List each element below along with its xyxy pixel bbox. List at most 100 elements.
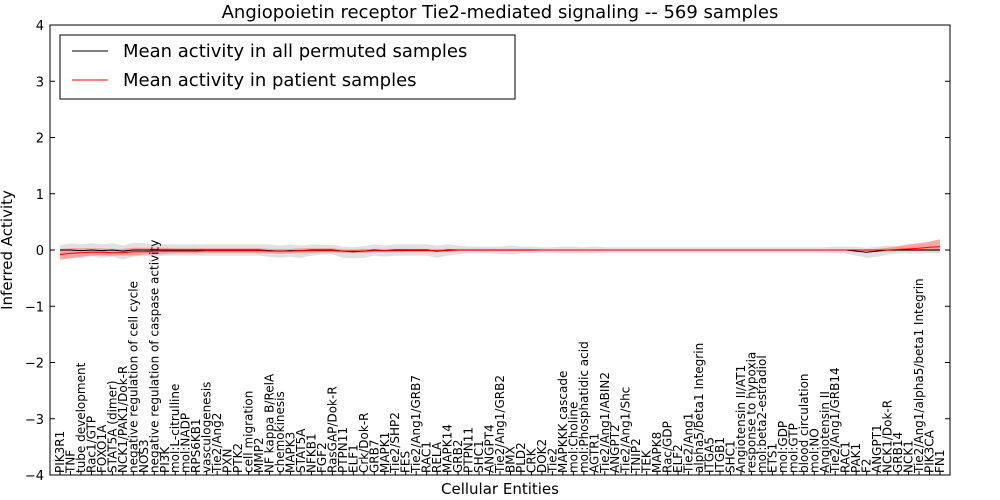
- entity-label: RPS6KB1: [189, 418, 203, 473]
- entity-label: PTK2: [231, 443, 245, 473]
- entity-label: TNIP2: [629, 438, 643, 474]
- entity-label: Angiotensin II/AT1: [734, 365, 748, 473]
- legend: Mean activity in all permuted samples Me…: [59, 34, 516, 100]
- entity-label: GRB14: [891, 432, 905, 473]
- entity-label: MAPKKK cascade: [556, 371, 570, 473]
- entity-label: mol:L-citrulline: [168, 384, 182, 473]
- entity-label: STAT5A (dimer): [105, 380, 119, 473]
- y-tick-label: 2: [36, 132, 44, 147]
- entity-label: STAT5A: [294, 428, 308, 473]
- entity-label: MAPK1: [378, 432, 392, 473]
- entity-label: Tie2/Ang1: [682, 413, 696, 474]
- entity-label: GRB2: [451, 439, 465, 473]
- entity-label: PLD2: [514, 442, 528, 473]
- entity-label: Tie2/Ang1/Shc: [619, 387, 633, 474]
- entity-label: Tie2/Ang1/GRB14: [828, 367, 842, 474]
- entity-label: MAPK3: [283, 432, 297, 473]
- entity-label: mol:NO: [807, 428, 821, 473]
- entity-label: Crk/Dok-R: [357, 412, 371, 473]
- entity-label: RasGAP/Dok-R: [325, 386, 339, 473]
- entity-label: AGTR1: [587, 433, 601, 473]
- entity-label: ANGPT4: [483, 424, 497, 473]
- entity-label: NOS3: [137, 439, 151, 473]
- entity-label: mol:NADP: [179, 413, 193, 473]
- entity-label: mol:Choline: [566, 402, 580, 473]
- entity-label: alpha5/beta1 Integrin: [692, 343, 706, 473]
- entity-label: BMX: [503, 446, 517, 473]
- entity-label: Tie2/SHP2: [388, 412, 402, 474]
- entity-label: RAC1: [420, 441, 434, 473]
- entity-label: FOXO1A: [95, 424, 109, 473]
- permuted-band: [60, 242, 940, 260]
- entity-label: GRB7: [367, 439, 381, 473]
- entity-label: NF kappa B/RelA: [263, 373, 277, 473]
- y-tick-label: −1: [25, 300, 44, 315]
- entity-label: negative regulation of cell cycle: [126, 281, 140, 473]
- legend-label-patient: Mean activity in patient samples: [123, 70, 417, 91]
- entity-label: SHC1: [723, 440, 737, 473]
- entity-label: mol:beta2-estradiol: [755, 355, 769, 473]
- entity-label: FN1: [933, 449, 947, 473]
- y-axis-label: Inferred Activity: [0, 190, 16, 310]
- entity-label: Tie2/Ang2: [210, 413, 224, 474]
- entity-label: mol:Phosphatidic acid: [577, 341, 591, 473]
- entity-label: MMP2: [252, 437, 266, 473]
- y-tick-label: −2: [25, 357, 44, 372]
- entity-label: PTPN11: [462, 427, 476, 473]
- legend-box: [59, 34, 516, 100]
- entity-label: PI3K: [158, 446, 172, 473]
- entity-label: PTPN11: [336, 427, 350, 473]
- entity-label: NFKB1: [304, 433, 318, 473]
- y-tick-label: 0: [36, 244, 44, 259]
- entity-label: TNF: [63, 450, 77, 474]
- entity-label: ANGPT2: [608, 424, 622, 473]
- y-tick-label: 4: [36, 19, 44, 34]
- chart-title: Angiopoietin receptor Tie2-mediated sign…: [222, 2, 779, 23]
- entity-label: RAC1: [839, 441, 853, 473]
- entity-label: cell migration: [242, 391, 256, 473]
- entity-label: NCK1/Dok-R: [881, 400, 895, 473]
- entity-label: NCK1: [902, 440, 916, 473]
- y-tick-label: −4: [25, 469, 44, 484]
- plot-area: [59, 239, 941, 475]
- entity-label: MAPK8: [650, 432, 664, 473]
- entity-label: vasculogenesis: [200, 382, 214, 473]
- entity-label: ELF1: [346, 444, 360, 473]
- entity-label: ELF2: [671, 444, 685, 473]
- entity-label: PIK3CA: [923, 429, 937, 473]
- entity-label: SHC1: [472, 440, 486, 473]
- entity-label: PAK1: [849, 443, 863, 473]
- entity-label: blood circulation: [797, 373, 811, 473]
- entity-label: Angiotensin II: [818, 391, 832, 473]
- y-tick-label: 1: [36, 188, 44, 203]
- entity-label: chemokinesis: [273, 391, 287, 473]
- entity-label: tube development: [74, 362, 88, 473]
- y-tick-label: −3: [25, 413, 44, 428]
- entity-label: ANGPT1: [870, 424, 884, 473]
- entity-label: CRK: [524, 447, 538, 473]
- entity-label: ITGA5: [703, 437, 717, 473]
- entity-label: Rac/GDP: [661, 421, 675, 473]
- entity-label: response to hypoxia: [744, 352, 758, 473]
- entity-label: MAPK14: [441, 424, 455, 473]
- entity-label: negative regulation of caspase activity: [147, 240, 161, 473]
- entity-label: FGF2: [315, 442, 329, 473]
- entity-label: TEK: [640, 449, 654, 474]
- entity-label: ETS1: [765, 443, 779, 473]
- legend-label-permuted: Mean activity in all permuted samples: [123, 41, 467, 62]
- entity-label: F2: [860, 458, 874, 473]
- entity-label: RELA: [430, 441, 444, 473]
- entity-label: mol:GDP: [776, 421, 790, 473]
- entity-label: FES: [399, 451, 413, 473]
- entity-label: PXN: [221, 449, 235, 473]
- entity-label: Tie2/Ang1/GRB2: [493, 375, 507, 474]
- entity-label: DOK2: [535, 439, 549, 473]
- entity-label: Tie2/Ang1/GRB7: [409, 375, 423, 474]
- entity-label: Tie2: [545, 448, 559, 474]
- y-tick-label: 3: [36, 75, 44, 90]
- entity-label: NCK1/PAK1/Dok-R: [116, 366, 130, 473]
- entity-label: Rac1/GTP: [84, 416, 98, 473]
- patient-band: [60, 239, 940, 260]
